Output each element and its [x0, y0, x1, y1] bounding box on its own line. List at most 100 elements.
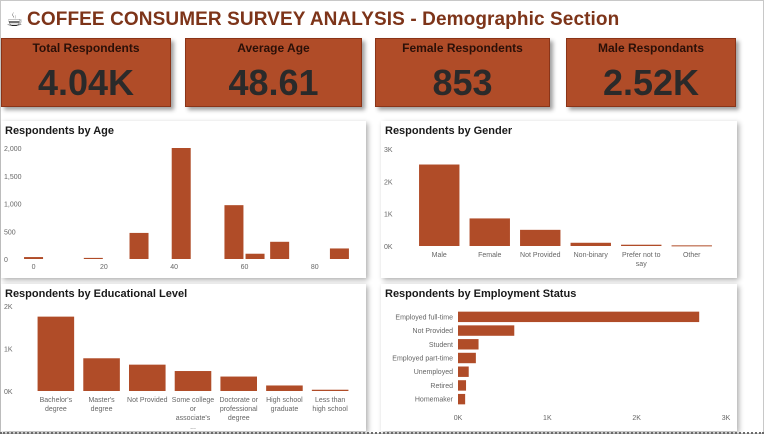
x-tick-label: 40 — [170, 264, 178, 271]
kpi-value: 853 — [432, 62, 493, 103]
employment-bar — [458, 352, 476, 364]
kpi-card-average-age[interactable]: Average Age 48.61 — [185, 38, 362, 107]
employment-bar — [458, 339, 479, 350]
education-chart: 2K 1K 0K Bachelor's degree Master's degree Not … — [4, 304, 349, 431]
x-category-label: Female — [478, 252, 501, 259]
age-bar — [129, 232, 149, 259]
y-tick-label: 0K — [4, 389, 13, 396]
employment-bar — [458, 311, 700, 323]
category-bar — [570, 242, 611, 246]
y-tick-label: 3K — [384, 147, 393, 154]
kpi-card-total-respondents[interactable]: Total Respondents 4.04K — [1, 38, 171, 107]
x-category-label: Non-binary — [574, 252, 609, 259]
age-chart-panel[interactable]: Respondents by Age 2,000 1,500 1,000 500 0 0 2… — [1, 121, 366, 278]
x-category-label: Some college — [172, 397, 215, 404]
employment-bar — [458, 393, 466, 405]
employment-bar — [458, 366, 469, 377]
y-category-label: Employed full-time — [395, 314, 453, 321]
y-category-label: Student — [429, 342, 453, 349]
x-category-label: Bachelor's — [40, 397, 73, 404]
y-category-label: Retired — [430, 383, 453, 390]
category-bar — [469, 218, 510, 246]
category-bar — [220, 376, 257, 391]
x-category-label: Other — [683, 252, 701, 259]
age-bar — [24, 257, 44, 259]
employment-bar — [458, 380, 467, 391]
x-category-label: graduate — [271, 406, 299, 413]
x-tick-label: 20 — [100, 264, 108, 271]
category-bar — [174, 371, 212, 391]
y-tick-label: 1K — [4, 347, 13, 354]
category-bar — [129, 364, 166, 391]
kpi-value: 2.52K — [602, 62, 700, 103]
kpi-value: 48.61 — [228, 62, 319, 103]
x-category-label: degree — [228, 415, 250, 422]
y-category-label: Employed part-time — [392, 356, 453, 363]
employment-chart-title: Respondents by Employment Status — [385, 288, 577, 300]
kpi-label: Male Respondants — [597, 41, 705, 55]
y-tick-label: 1K — [384, 212, 393, 219]
coffee-cup-icon: ☕ — [6, 9, 24, 31]
y-tick-label: 2K — [4, 304, 13, 311]
y-tick-label: 0 — [4, 257, 8, 264]
kpi-card-male-respondents[interactable]: Male Respondants 2.52K — [566, 38, 736, 107]
employment-chart-panel[interactable]: Respondents by Employment Status Employe… — [381, 284, 737, 431]
x-category-label: Male — [432, 252, 447, 259]
education-chart-title: Respondents by Educational Level — [5, 288, 188, 300]
age-bar — [171, 148, 191, 259]
age-bar — [245, 253, 265, 259]
x-category-label: Not Provided — [520, 252, 561, 259]
x-category-label: degree — [45, 406, 67, 413]
x-category-label: ... — [190, 424, 196, 431]
category-bar — [671, 245, 712, 247]
employment-chart: Employed full-time Not Provided Student Emp… — [392, 311, 731, 422]
x-category-label: or — [190, 406, 197, 413]
x-category-label: High school — [266, 397, 303, 404]
category-bar — [419, 164, 460, 246]
x-tick-label: 0 — [32, 264, 36, 271]
category-bar — [83, 358, 120, 391]
x-category-label: Doctorate or — [219, 397, 258, 404]
gender-chart-panel[interactable]: Respondents by Gender 3K 2K 1K 0K Male Female… — [381, 121, 737, 278]
kpi-label: Total Respondents — [32, 41, 140, 55]
page-title: COFFEE CONSUMER SURVEY ANALYSIS - Demogr… — [27, 9, 620, 30]
x-tick-label: 80 — [311, 264, 319, 271]
x-category-label: say — [636, 261, 647, 268]
employment-bar — [458, 325, 515, 336]
y-category-label: Unemployed — [414, 369, 453, 376]
y-tick-label: 0K — [384, 244, 393, 251]
y-tick-label: 1,000 — [4, 202, 22, 209]
x-category-label: associate's — [176, 415, 211, 422]
age-bar — [224, 205, 244, 259]
x-tick-label: 60 — [241, 264, 249, 271]
y-tick-label: 1,500 — [4, 174, 22, 181]
category-bar — [520, 229, 561, 246]
x-category-label: Less than — [315, 397, 345, 404]
y-tick-label: 2,000 — [4, 146, 22, 153]
age-bar — [329, 248, 349, 259]
x-category-label: degree — [91, 406, 113, 413]
kpi-value: 4.04K — [37, 62, 135, 103]
x-tick-label: 3K — [722, 415, 731, 422]
category-bar — [621, 244, 662, 246]
x-category-label: Prefer not to — [622, 252, 661, 259]
y-tick-label: 500 — [4, 229, 16, 236]
y-category-label: Homemaker — [415, 397, 454, 404]
gender-chart-title: Respondents by Gender — [385, 125, 513, 137]
y-tick-label: 2K — [384, 179, 393, 186]
kpi-label: Female Respondents — [402, 41, 523, 55]
age-bar — [270, 241, 290, 259]
age-chart-title: Respondents by Age — [5, 125, 114, 137]
x-tick-label: 2K — [632, 415, 641, 422]
education-chart-panel[interactable]: Respondents by Educational Level 2K 1K 0K B… — [1, 284, 366, 431]
x-category-label: professional — [220, 406, 258, 413]
kpi-card-female-respondents[interactable]: Female Respondents 853 — [375, 38, 550, 107]
y-category-label: Not Provided — [413, 328, 454, 335]
x-tick-label: 1K — [543, 415, 552, 422]
x-category-label: Master's — [88, 397, 115, 404]
x-category-label: Not Provided — [127, 397, 168, 404]
category-bar — [266, 385, 303, 391]
x-category-label: high school — [312, 406, 348, 413]
age-chart: 2,000 1,500 1,000 500 0 0 20 40 60 80 — [4, 146, 349, 271]
age-bar — [83, 257, 103, 259]
